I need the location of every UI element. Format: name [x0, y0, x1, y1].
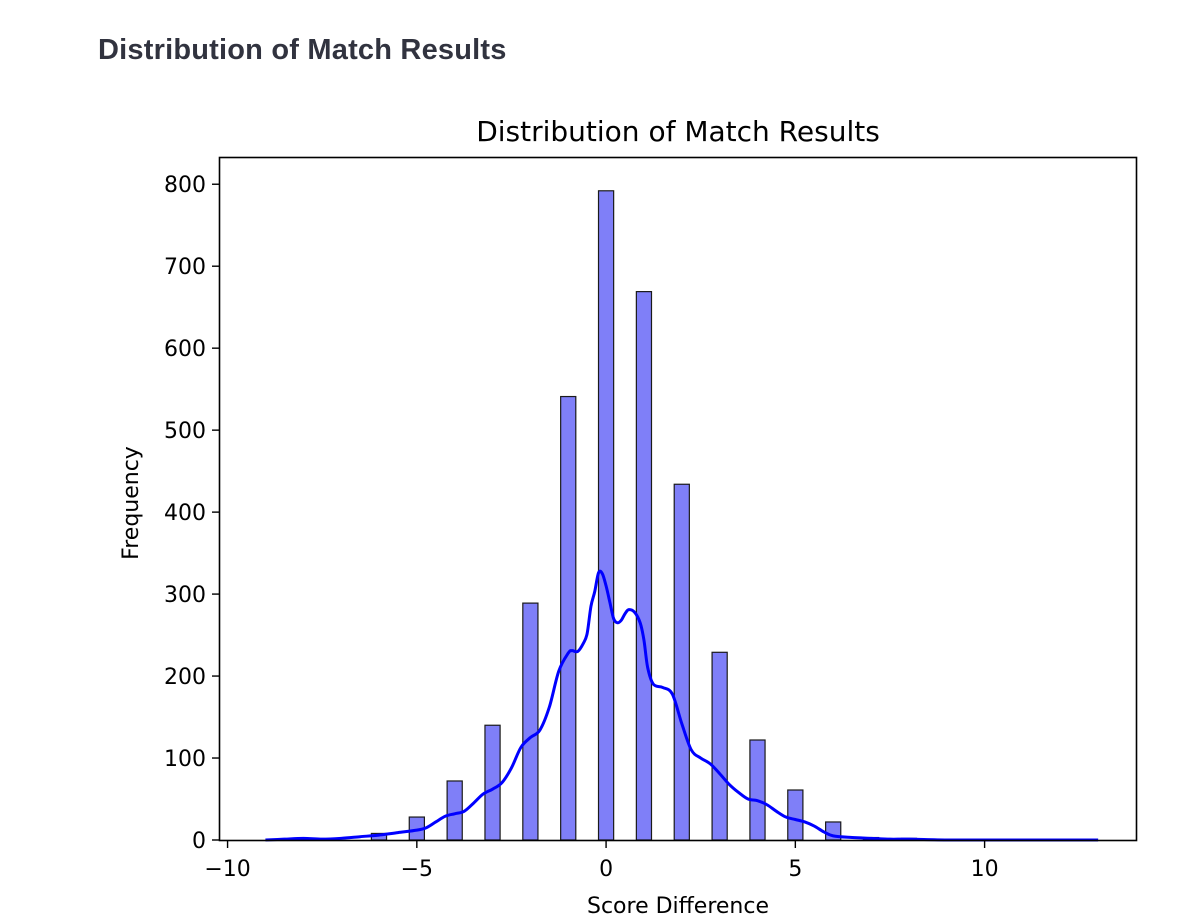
histogram-bar-8: [635, 291, 653, 841]
x-axis-ticks: −10 −5 0 5 10: [204, 840, 999, 882]
page-heading: Distribution of Match Results: [98, 34, 507, 66]
y-tick-label-7: 700: [164, 255, 206, 280]
y-axis-label: Frequency: [119, 446, 144, 560]
x-tick-label-4: 10: [971, 857, 999, 882]
y-tick-label-4: 400: [164, 501, 206, 526]
kde-curve: [265, 569, 1099, 842]
y-axis-ticks: 0 100 200 300 400 500 600 700 800: [164, 173, 220, 854]
histogram-bars: [295, 190, 918, 841]
histogram-bar-12: [787, 789, 804, 841]
y-tick-label-0: 0: [192, 829, 206, 854]
y-tick-label-3: 300: [164, 583, 206, 608]
histogram-bar-7: [597, 190, 615, 841]
histogram-bar-9: [673, 483, 690, 841]
y-tick-label-2: 200: [164, 665, 206, 690]
x-tick-label-2: 0: [599, 857, 613, 882]
histogram-bar-3: [446, 780, 463, 841]
y-tick-label-8: 800: [164, 173, 206, 198]
histogram-bar-11: [749, 739, 766, 841]
x-axis-label: Score Difference: [587, 894, 769, 919]
x-tick-label-1: −5: [401, 857, 433, 882]
histogram-bar-6: [560, 395, 577, 841]
x-tick-label-0: −10: [204, 857, 250, 882]
histogram-bar-5: [522, 602, 539, 841]
y-tick-label-1: 100: [164, 747, 206, 772]
y-tick-label-6: 600: [164, 337, 206, 362]
y-tick-label-5: 500: [164, 419, 206, 444]
plot-area-frame: [218, 156, 1138, 842]
chart-title: Distribution of Match Results: [476, 115, 880, 148]
x-tick-label-3: 5: [788, 857, 802, 882]
histogram-bar-10: [711, 651, 728, 841]
histogram-bar-4: [484, 724, 501, 841]
